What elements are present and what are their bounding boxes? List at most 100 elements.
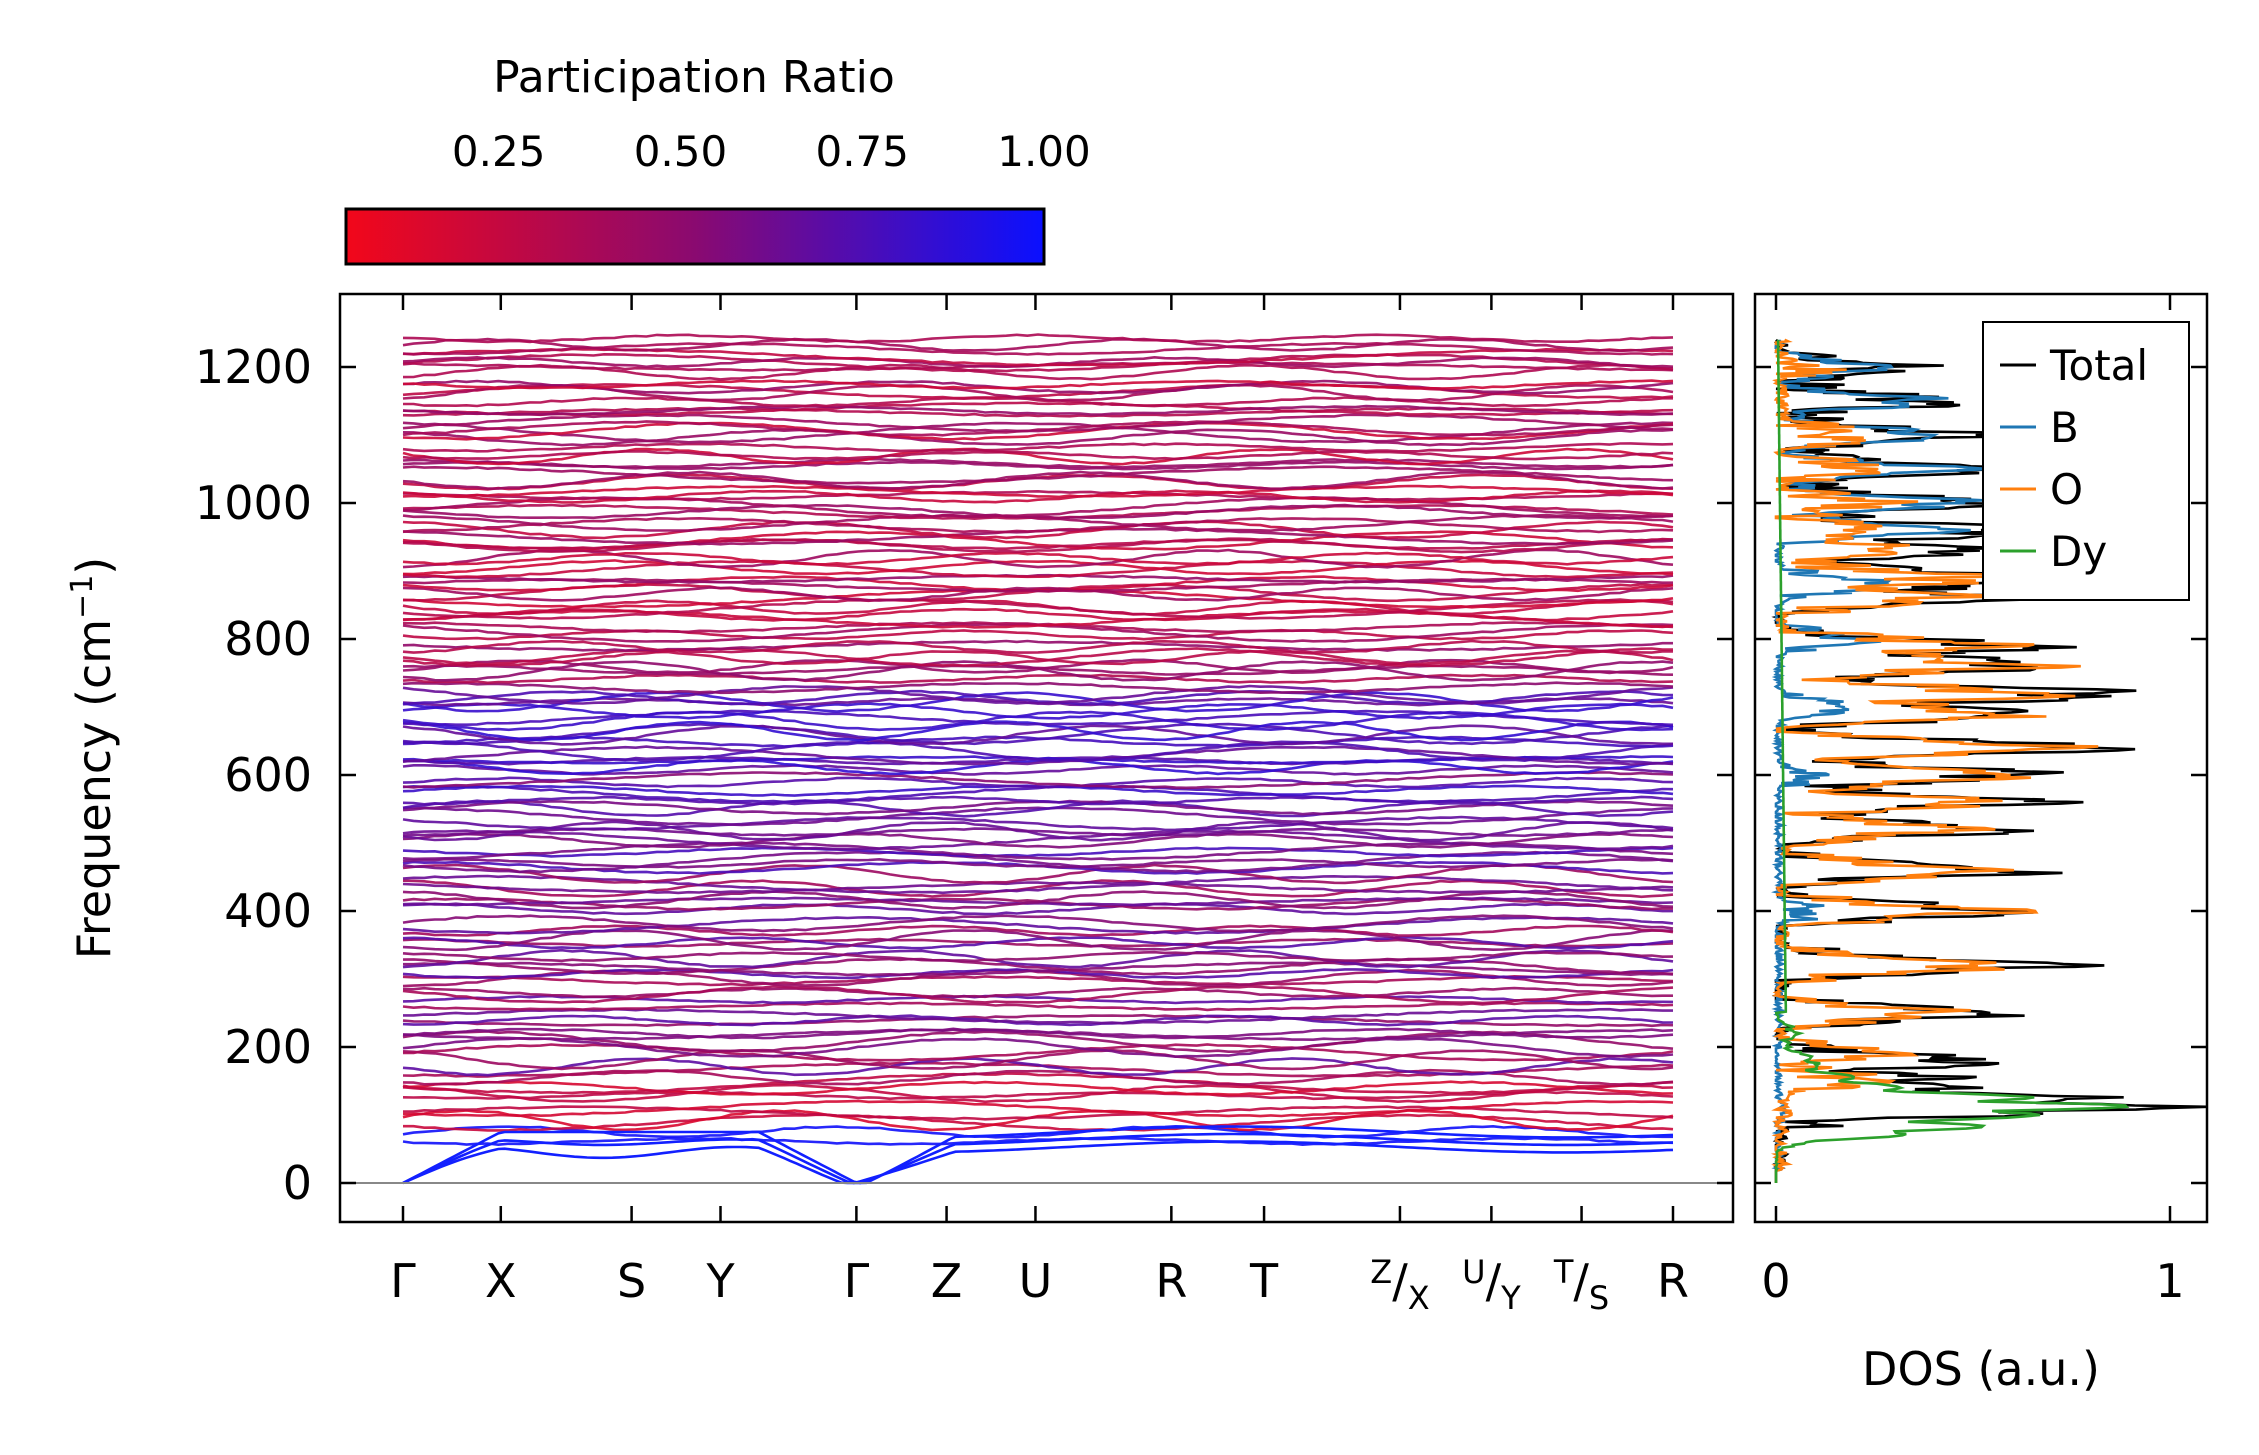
band-line bbox=[402, 421, 1674, 441]
band-line bbox=[402, 1057, 1674, 1077]
colorbar-tick-label: 0.75 bbox=[815, 127, 909, 176]
colorbar-tick-label: 1.00 bbox=[997, 127, 1091, 176]
band-line bbox=[402, 879, 1674, 899]
band-line bbox=[402, 681, 1674, 695]
band-line bbox=[402, 1048, 1674, 1071]
band-line bbox=[402, 333, 1674, 344]
band-lines bbox=[402, 333, 1674, 1185]
band-line bbox=[402, 551, 1674, 566]
band-line bbox=[402, 776, 1674, 789]
band-line bbox=[402, 914, 1674, 933]
band-line bbox=[402, 489, 1674, 504]
band-line bbox=[402, 1014, 1674, 1027]
colorbar-tick-label: 0.50 bbox=[634, 127, 728, 176]
band-line bbox=[402, 935, 1674, 950]
band-line bbox=[402, 413, 1674, 433]
band-line bbox=[402, 863, 1674, 885]
y-axis-label: Frequency (cm−1) bbox=[65, 557, 121, 960]
dos-line-dy bbox=[1774, 339, 2130, 1183]
band-line bbox=[402, 1013, 1674, 1028]
band-axes: 0 200 400 600 800 1000 1200 Γ X S Y Γ Z U R T Z/X U/Y T/S R bbox=[195, 294, 1733, 1317]
band-line bbox=[402, 337, 1674, 353]
legend-label-o: O bbox=[2050, 465, 2083, 514]
band-line bbox=[402, 428, 1674, 447]
band-line bbox=[402, 484, 1674, 499]
colorbar-gradient bbox=[344, 207, 1046, 266]
k-point-label: Z/X bbox=[1370, 1253, 1429, 1317]
band-line bbox=[402, 1027, 1674, 1040]
band-line bbox=[402, 890, 1674, 910]
k-point-label: U/Y bbox=[1462, 1253, 1521, 1317]
band-line bbox=[402, 421, 1674, 444]
band-line bbox=[402, 470, 1674, 490]
k-point-label: T/S bbox=[1553, 1253, 1609, 1317]
band-structure-panel: 0 200 400 600 800 1000 1200 Γ X S Y Γ Z U R T Z/X U/Y T/S R… bbox=[65, 292, 1735, 1317]
acoustic-branch bbox=[402, 1132, 1674, 1185]
band-line bbox=[402, 950, 1674, 963]
dos-line-o bbox=[1770, 338, 2099, 1183]
band-line bbox=[402, 758, 1674, 776]
band-line bbox=[402, 1001, 1674, 1012]
legend: Total BO Dy bbox=[1982, 321, 2190, 601]
band-line bbox=[402, 538, 1673, 550]
y-tick-label: 0 bbox=[283, 1156, 312, 1210]
band-line bbox=[402, 1080, 1674, 1096]
band-line bbox=[402, 902, 1673, 916]
band-line bbox=[402, 673, 1674, 685]
band-line bbox=[402, 649, 1674, 666]
band-line bbox=[402, 820, 1674, 842]
band-line bbox=[402, 460, 1674, 471]
band-line bbox=[402, 764, 1674, 776]
colorbar-title: Participation Ratio bbox=[493, 52, 895, 103]
band-line bbox=[402, 341, 1674, 356]
dos-lines bbox=[1770, 338, 2207, 1183]
band-line bbox=[402, 516, 1674, 534]
acoustic-branch bbox=[402, 1140, 1674, 1185]
band-line bbox=[402, 986, 1673, 999]
legend-label-b: B bbox=[2050, 403, 2079, 452]
band-line bbox=[402, 815, 1674, 832]
band-line bbox=[402, 639, 1674, 654]
dos-x-tick-label: 0 bbox=[1761, 1254, 1790, 1308]
k-point-label: Γ bbox=[390, 1254, 416, 1308]
band-line bbox=[402, 850, 1674, 874]
band-line bbox=[402, 702, 1674, 720]
band-line bbox=[402, 379, 1674, 395]
band-line bbox=[402, 639, 1673, 652]
band-line bbox=[402, 1072, 1674, 1095]
y-axis-label-base: Frequency (cm bbox=[67, 619, 121, 959]
band-line bbox=[402, 379, 1674, 390]
band-line bbox=[402, 559, 1674, 576]
band-line bbox=[402, 363, 1674, 381]
band-line bbox=[402, 599, 1674, 616]
colorbar-tick-label: 0.25 bbox=[452, 127, 546, 176]
y-tick-label: 1200 bbox=[195, 340, 312, 394]
k-point-label: R bbox=[1657, 1254, 1689, 1308]
legend-label-total: Total bbox=[2049, 341, 2148, 390]
y-tick-label: 400 bbox=[224, 884, 312, 938]
band-line bbox=[402, 658, 1674, 675]
band-line bbox=[402, 586, 1674, 602]
y-axis-label-close: ) bbox=[67, 557, 121, 575]
band-line bbox=[402, 881, 1674, 895]
band-line bbox=[402, 974, 1674, 987]
legend-box bbox=[1982, 321, 2190, 601]
band-line bbox=[402, 1090, 1674, 1101]
band-line bbox=[402, 832, 1674, 849]
band-line bbox=[402, 1124, 1673, 1139]
band-line bbox=[402, 745, 1674, 766]
band-line bbox=[402, 442, 1674, 453]
band-line bbox=[403, 961, 1674, 977]
k-point-label: Y bbox=[705, 1254, 735, 1308]
band-line bbox=[402, 724, 1673, 746]
band-line bbox=[402, 795, 1674, 806]
band-line bbox=[402, 450, 1674, 461]
band-line bbox=[402, 420, 1674, 437]
dos-x-tick-label: 1 bbox=[2155, 1254, 2184, 1308]
band-line bbox=[402, 784, 1674, 804]
band-line bbox=[402, 1083, 1674, 1104]
y-tick-label: 1000 bbox=[195, 476, 312, 530]
